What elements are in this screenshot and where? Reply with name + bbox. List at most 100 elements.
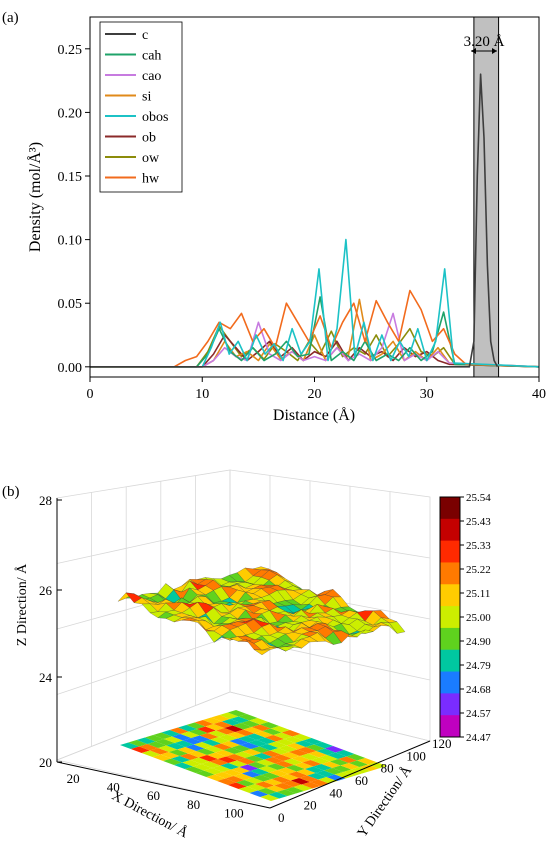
floor-cell	[243, 727, 263, 734]
floor-cell	[266, 763, 286, 770]
floor-cell	[234, 751, 254, 758]
floor-cell	[194, 720, 214, 727]
floor-cell	[238, 714, 258, 721]
floor-cell	[284, 736, 304, 743]
floor-cell	[254, 731, 274, 738]
floor-cell	[228, 760, 248, 767]
floor-cell	[163, 736, 183, 743]
legend-label-obos: obos	[142, 110, 168, 125]
floor-cell	[173, 762, 193, 769]
floor-cell	[276, 789, 296, 796]
floor-cell	[249, 790, 269, 797]
floor-cell	[270, 726, 290, 733]
floor-cell	[293, 784, 313, 791]
legend-label-hw: hw	[142, 172, 160, 187]
floor-cell	[130, 746, 150, 753]
y-tick-label: 0.00	[58, 361, 83, 376]
surface-plot	[117, 566, 406, 656]
floor-cell	[259, 744, 279, 751]
annotation-width: 3.20 Å	[464, 34, 505, 54]
floor-cell	[255, 781, 275, 788]
series-line-cah	[90, 296, 539, 368]
y-tick-label: 0.20	[58, 106, 83, 121]
floor-cell	[294, 740, 314, 747]
floor-cell	[309, 779, 329, 786]
floor-cell	[271, 776, 291, 783]
floor-cell	[158, 745, 178, 752]
colorbar-segment	[440, 649, 460, 673]
floor-cell	[294, 762, 314, 769]
colorbar: 25.54 25.43 25.33 25.22 25.11 25.00 24.90 24.79…	[439, 492, 491, 744]
floor-cell	[316, 748, 336, 755]
floor-cell	[221, 741, 241, 748]
colorbar-label: 25.11	[466, 588, 490, 600]
floor-cell	[242, 749, 262, 756]
floor-cell	[184, 766, 204, 773]
series-line-ow	[90, 325, 539, 368]
floor-cell	[202, 717, 222, 724]
floor-cell	[338, 756, 358, 763]
floor-cell	[120, 742, 140, 749]
floor-cell	[209, 759, 229, 766]
floor-cell	[233, 773, 253, 780]
floor-cell	[321, 761, 341, 768]
legend-label-ow: ow	[142, 151, 160, 166]
floor-cell	[144, 735, 164, 742]
floor-cell	[190, 757, 210, 764]
x-tick-label-3d: 100	[224, 805, 244, 820]
y-tick-label-3d: 60	[355, 773, 368, 788]
floor-cell	[168, 749, 188, 756]
y-axis-ticks-3d: 0 20 40 60 80 100 120	[269, 736, 452, 825]
floor-cell	[262, 728, 282, 735]
floor-cell	[307, 773, 327, 780]
floor-cell	[272, 754, 292, 761]
series-line-obos	[90, 238, 539, 368]
floor-cell	[178, 725, 198, 732]
floor-cell	[285, 765, 305, 772]
floor-cell	[313, 764, 333, 771]
colorbar-label: 24.68	[466, 684, 491, 696]
floor-cell	[226, 732, 246, 739]
y-tick-label: 0.10	[58, 234, 83, 249]
floor-cell	[256, 759, 276, 766]
floor-cell	[232, 723, 252, 730]
floor-cell	[203, 768, 223, 775]
floor-cell	[160, 752, 180, 759]
y-axis-ticks: 0.00 0.05 0.10 0.15 0.20 0.25	[58, 43, 90, 376]
floor-cell	[247, 762, 267, 769]
floor-cell	[214, 772, 234, 779]
floor-cell	[297, 747, 317, 754]
floor-cell	[174, 740, 194, 747]
colorbar-label: 24.47	[466, 732, 491, 744]
floor-cell	[303, 738, 323, 745]
x-axis-label: Distance (Å)	[273, 406, 355, 424]
floor-cell	[185, 744, 205, 751]
floor-cell	[226, 754, 246, 761]
floor-cell	[222, 769, 242, 776]
z-tick-label: 28	[39, 493, 52, 508]
floor-cell	[221, 719, 241, 726]
surface-cell	[277, 646, 295, 652]
floor-cell	[223, 747, 243, 754]
floor-cell	[139, 744, 159, 751]
floor-cell	[319, 755, 339, 762]
floor-cell	[136, 737, 156, 744]
colorbar-label: 24.79	[466, 660, 491, 672]
floor-cell	[161, 730, 181, 737]
floor-cell	[237, 736, 257, 743]
y-tick-label-3d: 100	[406, 748, 426, 763]
floor-cell	[301, 782, 321, 789]
y-tick-label-3d: 40	[329, 785, 342, 800]
floor-cell	[238, 786, 258, 793]
floor-cell	[227, 782, 247, 789]
floor-cell	[211, 715, 231, 722]
floor-cell	[201, 761, 221, 768]
floor-cell	[327, 752, 347, 759]
floor-cell	[280, 774, 300, 781]
colorbar-label: 25.22	[466, 564, 491, 576]
floor-cell	[166, 743, 186, 750]
z-tick-label: 24	[39, 670, 53, 685]
colorbar-segment	[440, 497, 460, 520]
colorbar-segment	[440, 540, 460, 563]
floor-cell	[183, 738, 203, 745]
